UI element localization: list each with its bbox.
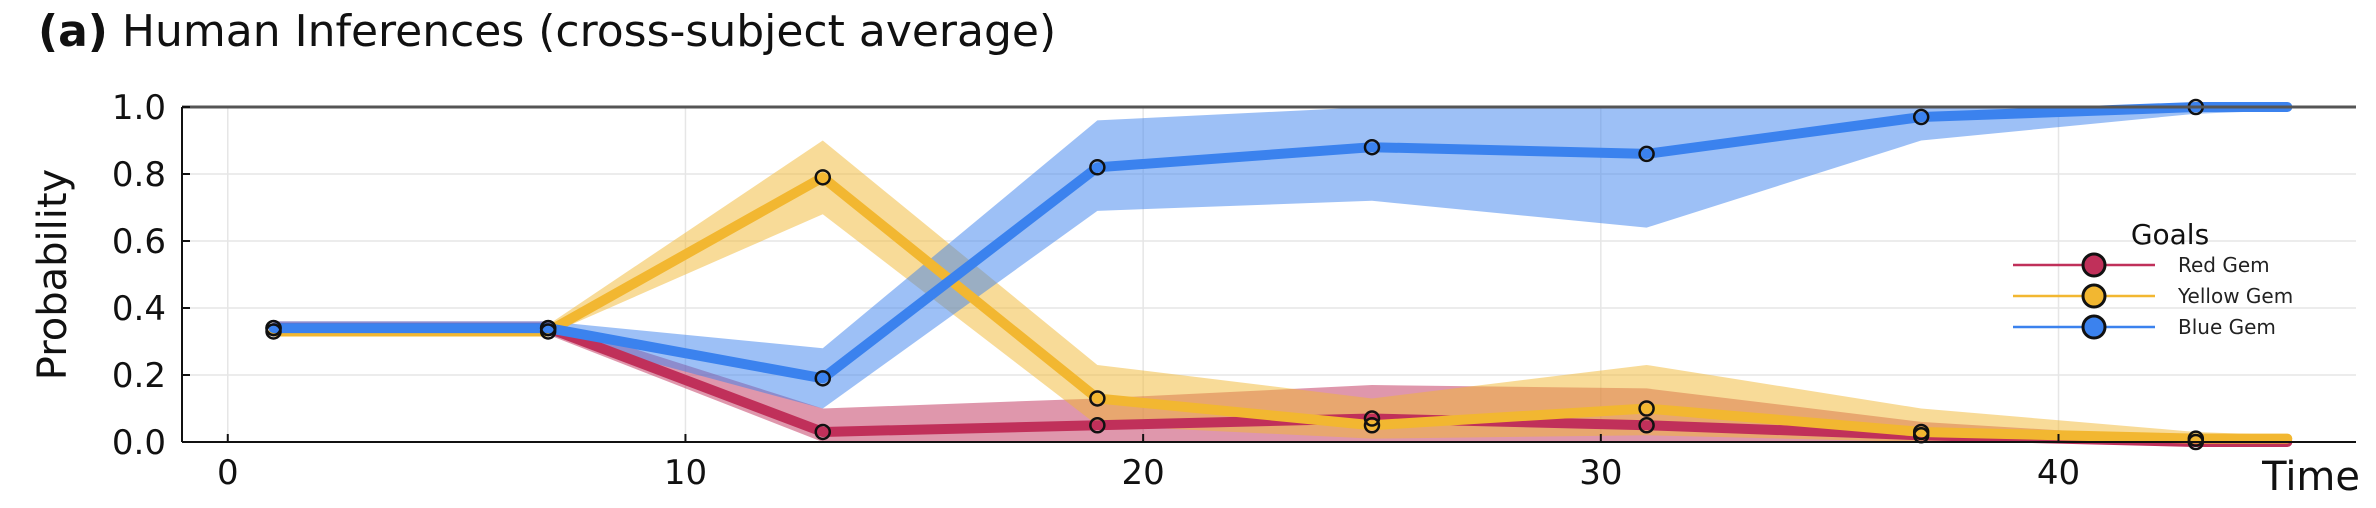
x-axis-label: Time bbox=[2261, 454, 2360, 500]
blue-gem-point bbox=[539, 319, 557, 337]
legend-title: Goals bbox=[2131, 218, 2209, 251]
legend-swatch-marker bbox=[2081, 314, 2107, 340]
yellow-gem-point bbox=[1912, 423, 1930, 441]
plot-frame bbox=[181, 105, 2356, 443]
red-gem-point bbox=[1638, 417, 1655, 434]
y-axis-label: Probability bbox=[30, 169, 76, 380]
yellow-gem-point bbox=[1089, 390, 1106, 407]
panel-title: Human Inferences (cross-subject average) bbox=[121, 6, 1057, 57]
x-tick-label: 10 bbox=[664, 453, 707, 493]
yellow-gem-point bbox=[2187, 430, 2205, 447]
x-tick-label: 20 bbox=[1122, 453, 1165, 493]
legend-swatch-marker bbox=[2081, 283, 2107, 309]
y-tick-label: 0.0 bbox=[112, 423, 166, 463]
blue-gem-point bbox=[814, 370, 832, 387]
x-tick-label: 40 bbox=[2037, 453, 2080, 493]
axis-ticks: 0 10 20 30 40 0.0 0.2 0.4 0.6 0.8 1.0 bbox=[112, 88, 2080, 493]
blue-gem-point bbox=[1363, 138, 1381, 156]
yellow-gem-point bbox=[814, 169, 832, 186]
chart-title: (a) Human Inferences (cross-subject aver… bbox=[38, 6, 1056, 57]
yellow-gem-point bbox=[1638, 400, 1655, 417]
x-tick-label: 30 bbox=[1579, 453, 1622, 493]
y-tick-label: 0.4 bbox=[112, 289, 166, 329]
legend-item-blue-gem: Blue Gem bbox=[2013, 314, 2276, 340]
legend-swatch-marker bbox=[2081, 252, 2107, 278]
blue-gem-point bbox=[1089, 159, 1106, 176]
panel-tag: (a) bbox=[38, 6, 108, 57]
blue-gem-point bbox=[1638, 145, 1655, 163]
yellow-gem-band bbox=[273, 140, 2288, 442]
blue-gem-line bbox=[268, 102, 2293, 384]
blue-gem-point bbox=[1912, 108, 1930, 126]
yellow-gem-point bbox=[1363, 417, 1381, 434]
legend-item-red-gem: Red Gem bbox=[2013, 252, 2270, 278]
red-gem-point bbox=[814, 423, 832, 441]
y-tick-label: 0.2 bbox=[112, 356, 166, 396]
y-tick-label: 0.6 bbox=[112, 222, 166, 262]
red-gem-point bbox=[1089, 417, 1106, 434]
legend-label: Red Gem bbox=[2178, 253, 2270, 277]
legend-label: Yellow Gem bbox=[2177, 284, 2293, 308]
red-gem-point bbox=[1363, 410, 1381, 427]
blue-gem-band bbox=[273, 107, 2288, 409]
legend-item-yellow-gem: Yellow Gem bbox=[2013, 283, 2293, 309]
x-tick-label: 0 bbox=[217, 453, 239, 493]
y-tick-label: 1.0 bbox=[112, 88, 166, 128]
blue-gem-point bbox=[265, 319, 282, 337]
legend-label: Blue Gem bbox=[2178, 315, 2276, 339]
y-tick-label: 0.8 bbox=[112, 155, 166, 195]
